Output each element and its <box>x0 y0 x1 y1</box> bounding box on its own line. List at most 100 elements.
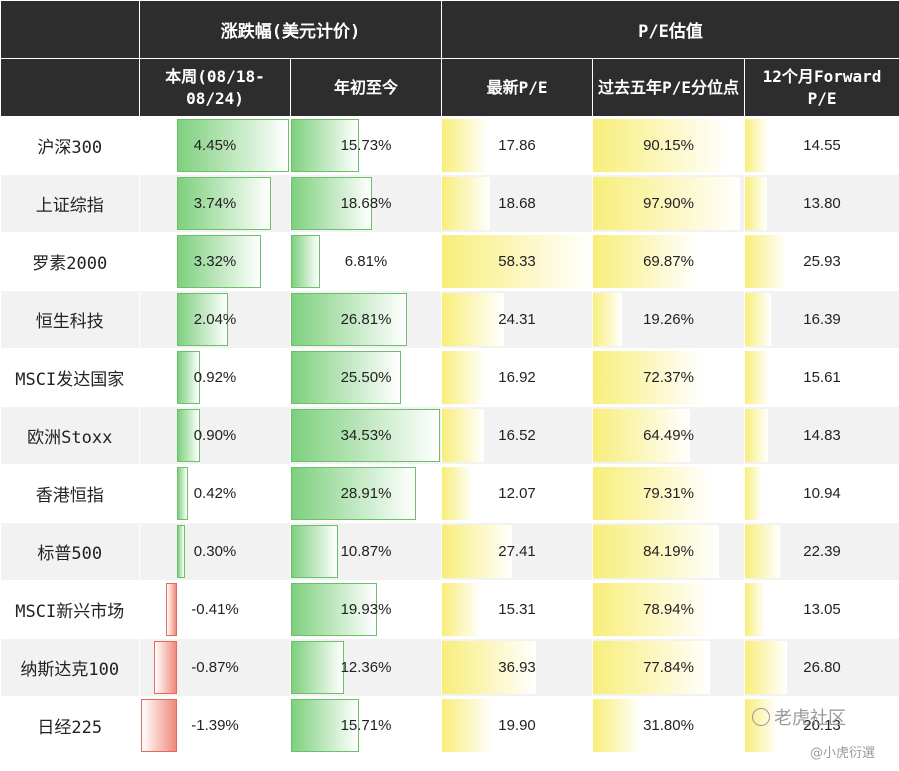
weekly-change-cell-bar <box>177 525 185 578</box>
ytd-change-cell-bar <box>291 177 372 230</box>
ytd-change-cell-bar <box>291 409 440 462</box>
latest-pe-cell-value: 15.31 <box>498 601 536 618</box>
forward-pe-cell-bar <box>745 351 770 404</box>
latest-pe-cell-value: 17.86 <box>498 137 536 154</box>
latest-pe-cell: 36.93 <box>441 638 594 697</box>
header-change-group: 涨跌幅(美元计价) <box>138 0 443 59</box>
forward-pe-cell: 25.93 <box>744 232 899 291</box>
index-name: 罗素2000 <box>0 232 140 291</box>
weekly-change-cell-value: 2.04% <box>193 311 237 328</box>
ytd-change-cell-bar <box>291 641 345 694</box>
forward-pe-cell-bar <box>745 293 771 346</box>
weekly-change-cell: 3.74% <box>139 174 291 233</box>
weekly-change-cell-bar <box>177 177 272 230</box>
forward-pe-cell-value: 25.93 <box>803 253 841 270</box>
forward-pe-cell: 15.61 <box>744 348 899 407</box>
ytd-change-cell-bar <box>291 351 402 404</box>
forward-pe-cell-value: 22.39 <box>803 543 841 560</box>
pe-percentile-cell-value: 79.31% <box>643 485 694 502</box>
latest-pe-cell-bar <box>442 119 488 172</box>
pe-percentile-cell-value: 19.26% <box>643 311 694 328</box>
header-pe-group: P/E估值 <box>441 0 899 59</box>
latest-pe-cell-bar <box>442 467 473 520</box>
weekly-change-cell-value: 0.90% <box>193 427 237 444</box>
latest-pe-cell-bar <box>442 409 485 462</box>
ytd-change-cell: 15.71% <box>290 696 443 755</box>
col-header-forward-pe: 12个月Forward P/E <box>744 58 899 117</box>
index-name: 沪深300 <box>0 116 140 175</box>
forward-pe-cell-bar <box>745 583 766 636</box>
weekly-change-cell-value: 4.45% <box>193 137 237 154</box>
table-row: 香港恒指 0.42% 28.91% 12.07 79.31% 10.94 <box>0 464 899 523</box>
forward-pe-cell-value: 13.05 <box>803 601 841 618</box>
table-row: 沪深300 4.45% 15.73% 17.86 90.15% 14.55 <box>0 116 899 175</box>
latest-pe-cell-value: 16.92 <box>498 369 536 386</box>
ytd-change-cell-value: 6.81% <box>344 253 388 270</box>
ytd-change-cell-bar <box>291 235 321 288</box>
pe-percentile-cell: 64.49% <box>592 406 746 465</box>
pe-percentile-cell-value: 64.49% <box>643 427 694 444</box>
pe-percentile-cell-value: 72.37% <box>643 369 694 386</box>
pe-percentile-cell-value: 90.15% <box>643 137 694 154</box>
watermark-text: 老虎社区 <box>774 708 846 729</box>
latest-pe-cell-bar <box>442 293 505 346</box>
forward-pe-cell: 22.39 <box>744 522 899 581</box>
ytd-change-cell: 28.91% <box>290 464 443 523</box>
ytd-change-cell: 15.73% <box>290 116 443 175</box>
weekly-change-cell-bar <box>177 119 289 172</box>
ytd-change-cell: 25.50% <box>290 348 443 407</box>
ytd-change-cell: 26.81% <box>290 290 443 349</box>
pe-percentile-cell-value: 78.94% <box>643 601 694 618</box>
pe-percentile-cell: 97.90% <box>592 174 746 233</box>
latest-pe-cell: 16.52 <box>441 406 594 465</box>
weekly-change-cell: 0.42% <box>139 464 291 523</box>
weekly-change-cell-bar <box>177 293 229 346</box>
ytd-change-cell-value: 18.68% <box>340 195 392 212</box>
pe-percentile-cell: 31.80% <box>592 696 746 755</box>
col-header-ytd: 年初至今 <box>289 58 443 117</box>
forward-pe-cell-value: 15.61 <box>803 369 841 386</box>
ytd-change-cell: 19.93% <box>290 580 443 639</box>
ytd-change-cell-value: 15.73% <box>340 137 392 154</box>
latest-pe-cell-value: 27.41 <box>498 543 536 560</box>
weekly-change-cell-bar <box>177 467 188 520</box>
latest-pe-cell-value: 19.90 <box>498 717 536 734</box>
pe-percentile-cell-bar <box>593 119 729 172</box>
weekly-change-cell-bar <box>177 235 261 288</box>
ytd-change-cell: 18.68% <box>290 174 443 233</box>
table-row: MSCI新兴市场 -0.41% 19.93% 15.31 78.94% 13.05 <box>0 580 899 639</box>
table-row: 罗素2000 3.32% 6.81% 58.33 69.87% 25.93 <box>0 232 899 291</box>
ytd-change-cell-bar <box>291 525 338 578</box>
weekly-change-cell-value: 0.42% <box>193 485 237 502</box>
latest-pe-cell: 17.86 <box>441 116 594 175</box>
latest-pe-cell-bar <box>442 351 486 404</box>
table-row: MSCI发达国家 0.92% 25.50% 16.92 72.37% 15.61 <box>0 348 899 407</box>
weekly-change-cell-value: 0.30% <box>193 543 237 560</box>
pe-percentile-cell-bar <box>593 641 710 694</box>
weekly-change-cell: -0.41% <box>139 580 291 639</box>
table-row: 上证综指 3.74% 18.68% 18.68 97.90% 13.80 <box>0 174 899 233</box>
pe-percentile-cell-bar <box>593 699 641 752</box>
pe-percentile-cell: 78.94% <box>592 580 746 639</box>
forward-pe-cell-value: 14.83 <box>803 427 841 444</box>
pe-percentile-cell: 90.15% <box>592 116 746 175</box>
forward-pe-cell: 10.94 <box>744 464 899 523</box>
index-name: 欧洲Stoxx <box>0 406 140 465</box>
pe-percentile-cell-bar <box>593 235 698 288</box>
forward-pe-cell: 14.83 <box>744 406 899 465</box>
pe-percentile-cell-value: 69.87% <box>643 253 694 270</box>
forward-pe-cell-bar <box>745 525 781 578</box>
ytd-change-cell-value: 15.71% <box>340 717 392 734</box>
weekly-change-cell-value: -0.41% <box>191 601 239 618</box>
weekly-change-cell-value: 0.92% <box>193 369 237 386</box>
pe-percentile-cell: 84.19% <box>592 522 746 581</box>
ytd-change-cell-value: 12.36% <box>340 659 392 676</box>
index-name: 上证综指 <box>0 174 140 233</box>
ytd-change-cell: 34.53% <box>290 406 443 465</box>
weekly-change-cell: 0.90% <box>139 406 291 465</box>
ytd-change-cell: 6.81% <box>290 232 443 291</box>
weekly-change-cell-bar <box>141 699 177 752</box>
weekly-change-cell-value: -0.87% <box>191 659 239 676</box>
pe-percentile-cell-bar <box>593 409 690 462</box>
latest-pe-cell: 24.31 <box>441 290 594 349</box>
